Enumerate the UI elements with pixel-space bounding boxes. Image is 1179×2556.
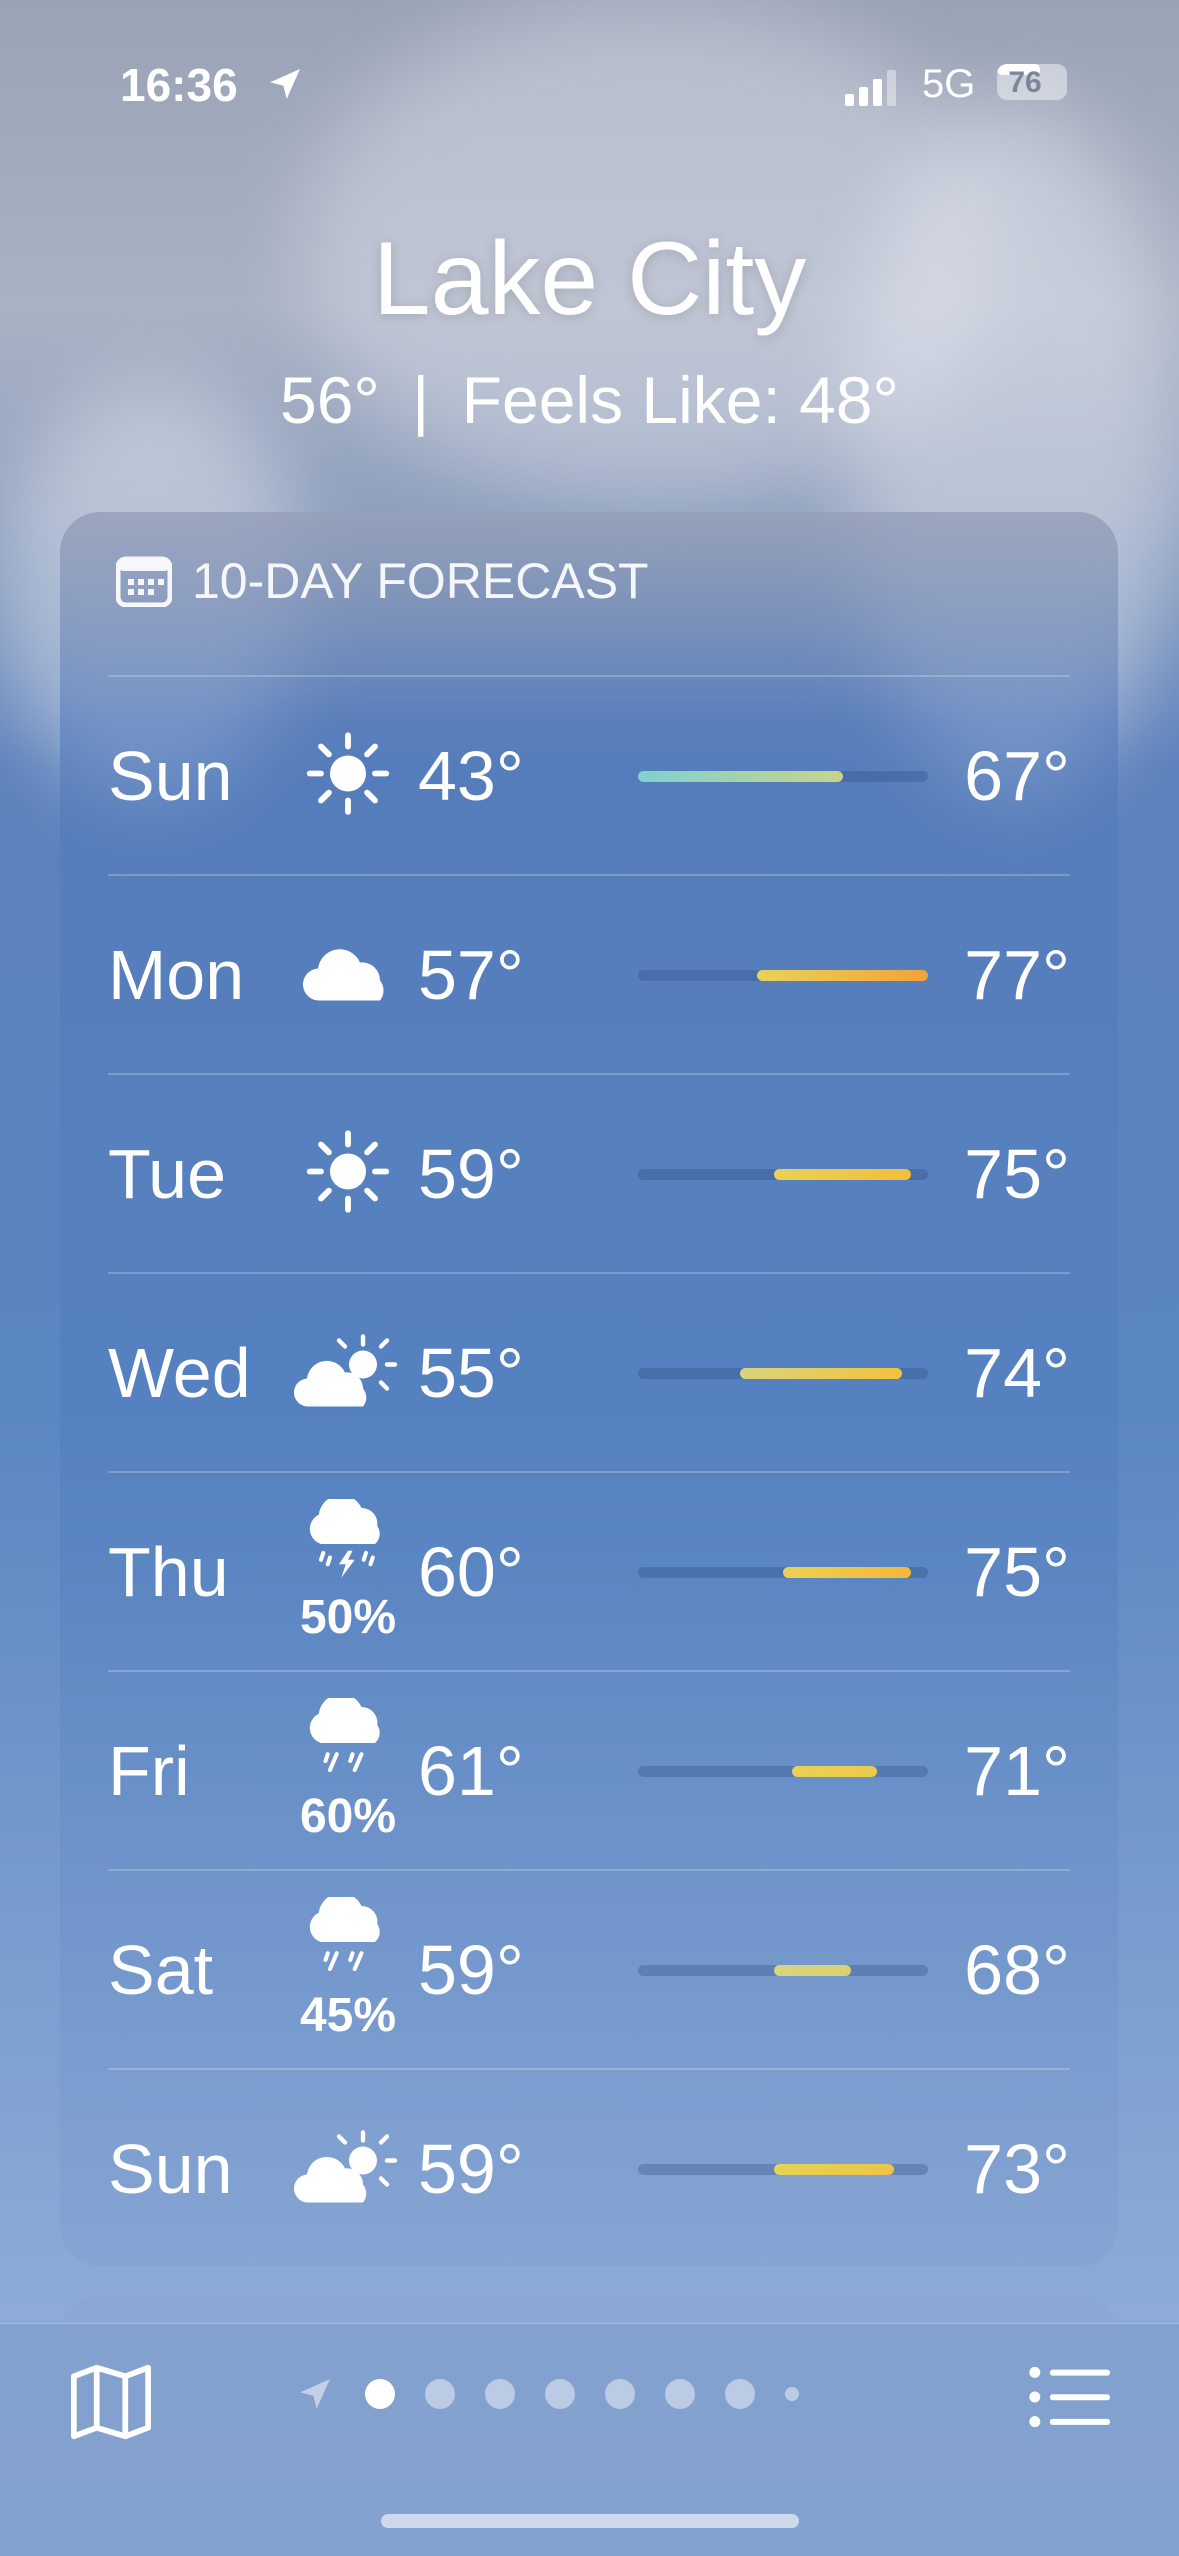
location-arrow-icon: [300, 2379, 330, 2409]
temp-range-fill: [774, 2163, 894, 2175]
day-label: Sat: [108, 1930, 214, 2009]
partly-cloudy-icon: [293, 2126, 403, 2211]
forecast-row[interactable]: Mon 57° 77°: [108, 874, 1070, 1073]
temp-range-fill: [791, 1765, 877, 1777]
list-icon[interactable]: [1028, 2364, 1110, 2430]
day-label: Wed: [108, 1333, 251, 1412]
partly-cloudy-icon: [293, 1330, 403, 1415]
day-label: Sun: [108, 736, 233, 815]
page-dot[interactable]: [545, 2379, 575, 2409]
ten-day-forecast-card[interactable]: 10-DAY FORECAST Sun 43° 67° Mon 57° 77° Tu…: [60, 512, 1118, 2266]
page-dot[interactable]: [605, 2379, 635, 2409]
signal-icon: [845, 70, 896, 106]
low-temp: 59°: [418, 1930, 524, 2009]
cloud-bg: [300, 0, 1000, 500]
temp-range-fill: [774, 1964, 852, 1976]
page-indicator[interactable]: [295, 2374, 799, 2414]
page-dot[interactable]: [365, 2379, 395, 2409]
high-temp: 68°: [964, 1930, 1070, 2009]
day-label: Sun: [108, 2129, 233, 2208]
separator: |: [412, 363, 430, 437]
battery-icon: 76: [997, 64, 1067, 100]
high-temp: 77°: [964, 935, 1070, 1014]
location-arrow-icon: [270, 69, 300, 99]
day-label: Tue: [108, 1134, 227, 1213]
rain-icon: 45%: [293, 1892, 403, 2043]
high-temp: 73°: [964, 2129, 1070, 2208]
page-dot[interactable]: [785, 2387, 799, 2401]
temp-range-bar: [638, 1566, 928, 1578]
battery-percent: 76: [1008, 66, 1042, 99]
temp-range-bar: [638, 1367, 928, 1379]
forecast-header: 10-DAY FORECAST: [116, 552, 649, 610]
status-bar: 16:36 5G 76: [0, 58, 1179, 118]
temp-range-fill: [638, 770, 843, 782]
feels-like: Feels Like: 48°: [461, 363, 899, 437]
status-time: 16:36: [120, 59, 238, 111]
temp-range-bar: [638, 1765, 928, 1777]
temp-range-bar: [638, 1168, 928, 1180]
high-temp: 75°: [964, 1134, 1070, 1213]
low-temp: 43°: [418, 736, 524, 815]
forecast-title: 10-DAY FORECAST: [192, 553, 649, 609]
temp-range-bar: [638, 770, 928, 782]
precip-chance: 45%: [299, 1988, 397, 2042]
current-conditions: 56° | Feels Like: 48°: [0, 362, 1179, 438]
forecast-row[interactable]: Sun 59° 73°: [108, 2068, 1070, 2267]
low-temp: 59°: [418, 1134, 524, 1213]
low-temp: 55°: [418, 1333, 524, 1412]
forecast-row[interactable]: Sun 43° 67°: [108, 675, 1070, 874]
map-icon[interactable]: [68, 2362, 154, 2442]
forecast-row[interactable]: Sat 45% 59° 68°: [108, 1869, 1070, 2068]
temp-range-fill: [774, 1168, 911, 1180]
forecast-row[interactable]: Tue 59° 75°: [108, 1073, 1070, 1272]
low-temp: 59°: [418, 2129, 524, 2208]
temp-range-fill: [783, 1566, 911, 1578]
page-dot[interactable]: [665, 2379, 695, 2409]
page-dot[interactable]: [485, 2379, 515, 2409]
current-temp: 56°: [280, 363, 380, 437]
high-temp: 74°: [964, 1333, 1070, 1412]
temp-range-bar: [638, 969, 928, 981]
low-temp: 60°: [418, 1532, 524, 1611]
forecast-row[interactable]: Thu 50% 60° 75°: [108, 1471, 1070, 1670]
temp-range-fill: [757, 969, 928, 981]
high-temp: 71°: [964, 1731, 1070, 1810]
day-label: Fri: [108, 1731, 190, 1810]
cloud-icon: [293, 942, 403, 1007]
forecast-row[interactable]: Fri 60% 61° 71°: [108, 1670, 1070, 1869]
home-indicator[interactable]: [381, 2514, 799, 2528]
precip-chance: 60%: [299, 1789, 397, 1843]
page-dot[interactable]: [425, 2379, 455, 2409]
day-label: Thu: [108, 1532, 229, 1611]
precip-chance: 50%: [299, 1590, 397, 1644]
high-temp: 67°: [964, 736, 1070, 815]
day-label: Mon: [108, 935, 245, 1014]
thunderstorm-icon: 50%: [293, 1494, 403, 1645]
forecast-row[interactable]: Wed 55° 74°: [108, 1272, 1070, 1471]
network-type: 5G: [922, 62, 976, 106]
temp-range-bar: [638, 1964, 928, 1976]
low-temp: 57°: [418, 935, 524, 1014]
calendar-icon: [116, 556, 172, 607]
low-temp: 61°: [418, 1731, 524, 1810]
sun-icon: [293, 728, 403, 823]
rain-icon: 60%: [293, 1693, 403, 1844]
temp-range-fill: [740, 1367, 903, 1379]
city-name: Lake City: [372, 221, 807, 337]
sun-icon: [293, 1126, 403, 1221]
high-temp: 75°: [964, 1532, 1070, 1611]
temp-range-bar: [638, 2163, 928, 2175]
page-dot[interactable]: [725, 2379, 755, 2409]
